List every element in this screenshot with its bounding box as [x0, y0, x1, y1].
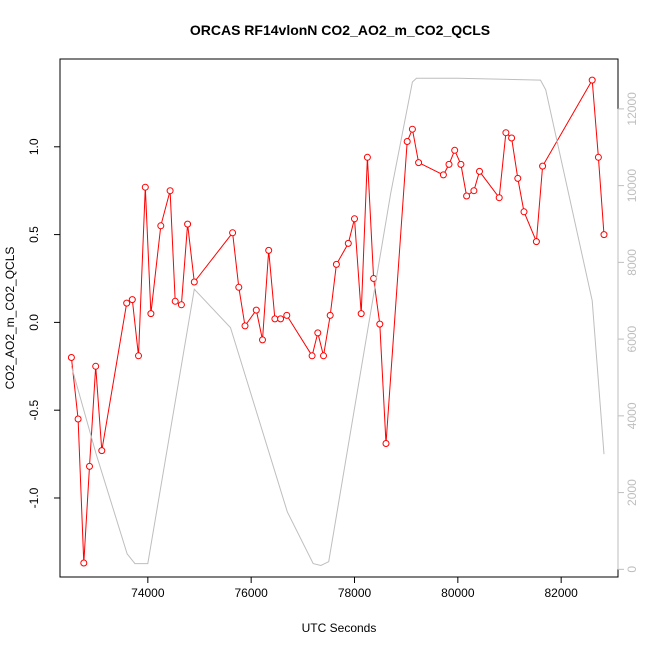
series-1-point — [357, 310, 365, 318]
series-1-point — [408, 125, 416, 133]
series-1-point — [514, 174, 522, 182]
series-1-point — [141, 183, 149, 191]
series-1-point — [128, 296, 136, 304]
series-2-line — [70, 77, 605, 567]
series-1-point — [277, 315, 285, 323]
series-1-point — [314, 329, 322, 337]
y-right-tick-label: 4000 — [625, 402, 639, 429]
x-tick-label: 80000 — [441, 586, 475, 600]
series-1-point — [92, 362, 100, 370]
x-tick-label: 78000 — [338, 586, 372, 600]
series-1-point — [177, 301, 185, 309]
y-right-tick-label: 12000 — [625, 92, 639, 126]
series-1-point — [332, 260, 340, 268]
x-tick-label: 82000 — [544, 586, 578, 600]
series-1-point — [80, 559, 88, 567]
x-axis-label: UTC Seconds — [302, 621, 377, 635]
series-1-point — [415, 159, 423, 167]
series-1-point — [376, 320, 384, 328]
y-tick-label: 0.5 — [27, 226, 41, 243]
series-1-point — [135, 352, 142, 360]
series-1-point — [252, 306, 260, 314]
y-tick-label: 0.0 — [27, 314, 41, 331]
y-right-tick-label: 10000 — [625, 169, 639, 203]
series-1-point — [382, 440, 390, 447]
series-1-point — [241, 322, 249, 330]
series-1-point — [86, 462, 93, 470]
series-1-point — [67, 354, 75, 361]
series-1-point — [363, 153, 371, 161]
y-axis-right: 0 2000 4000 6000 8000 10000 12000 — [617, 92, 639, 573]
series-layer — [67, 76, 608, 567]
series-1-point — [235, 283, 243, 291]
series-1-point — [539, 162, 547, 170]
series-1-point — [457, 160, 465, 168]
y-axis-left: -1.0 -0.5 0.0 0.5 1.0 — [27, 138, 61, 508]
series-1-point — [320, 352, 327, 360]
y-right-tick-label: 2000 — [625, 479, 639, 506]
chart-title: ORCAS RF14vlonN CO2_AO2_m_CO2_QCLS — [190, 22, 490, 38]
series-1-point — [476, 167, 483, 175]
series-1-point — [171, 297, 179, 305]
series-1-point — [588, 76, 596, 84]
y-tick-label: -0.5 — [27, 400, 41, 421]
series-1-point — [439, 171, 447, 179]
y-right-tick-label: 0 — [625, 566, 639, 573]
series-1-point — [502, 129, 510, 137]
series-1-point — [271, 315, 279, 323]
x-axis: 74000 76000 78000 80000 82000 — [131, 576, 578, 600]
x-tick-label: 76000 — [234, 586, 268, 600]
y-tick-label: 1.0 — [27, 138, 41, 155]
series-1-point — [147, 310, 155, 318]
series-1-point — [283, 311, 291, 319]
series-1-point — [157, 222, 165, 230]
series-1-line — [70, 78, 605, 564]
series-1-point — [98, 447, 106, 455]
series-1-point — [166, 187, 174, 195]
series-1-point — [451, 146, 459, 154]
y-right-tick-label: 6000 — [625, 325, 639, 352]
series-1-point — [594, 153, 602, 161]
series-1-point — [259, 336, 266, 344]
series-1-point — [445, 160, 453, 168]
series-1-point — [123, 299, 131, 307]
series-1-point — [495, 194, 503, 202]
series-1-point — [470, 187, 478, 195]
y-tick-label: -1.0 — [27, 487, 41, 508]
series-1-point — [508, 134, 516, 142]
series-1-point — [229, 229, 237, 237]
series-1-point — [326, 311, 334, 319]
series-1-point — [190, 278, 198, 286]
y-right-tick-label: 8000 — [625, 249, 639, 276]
series-1-point — [344, 239, 352, 247]
series-1-point — [532, 238, 540, 246]
series-1-point — [520, 208, 528, 216]
series-1-point — [308, 352, 316, 360]
series-1-point — [403, 138, 411, 145]
series-1-point — [600, 231, 608, 239]
series-1-point — [351, 215, 358, 223]
series-1-point — [184, 220, 192, 228]
series-1-point — [74, 415, 82, 423]
series-1-point — [463, 192, 471, 200]
y-axis-label: CO2_AO2_m_CO2_QCLS — [3, 247, 17, 390]
x-tick-label: 74000 — [131, 586, 165, 600]
series-1-point — [265, 246, 273, 254]
